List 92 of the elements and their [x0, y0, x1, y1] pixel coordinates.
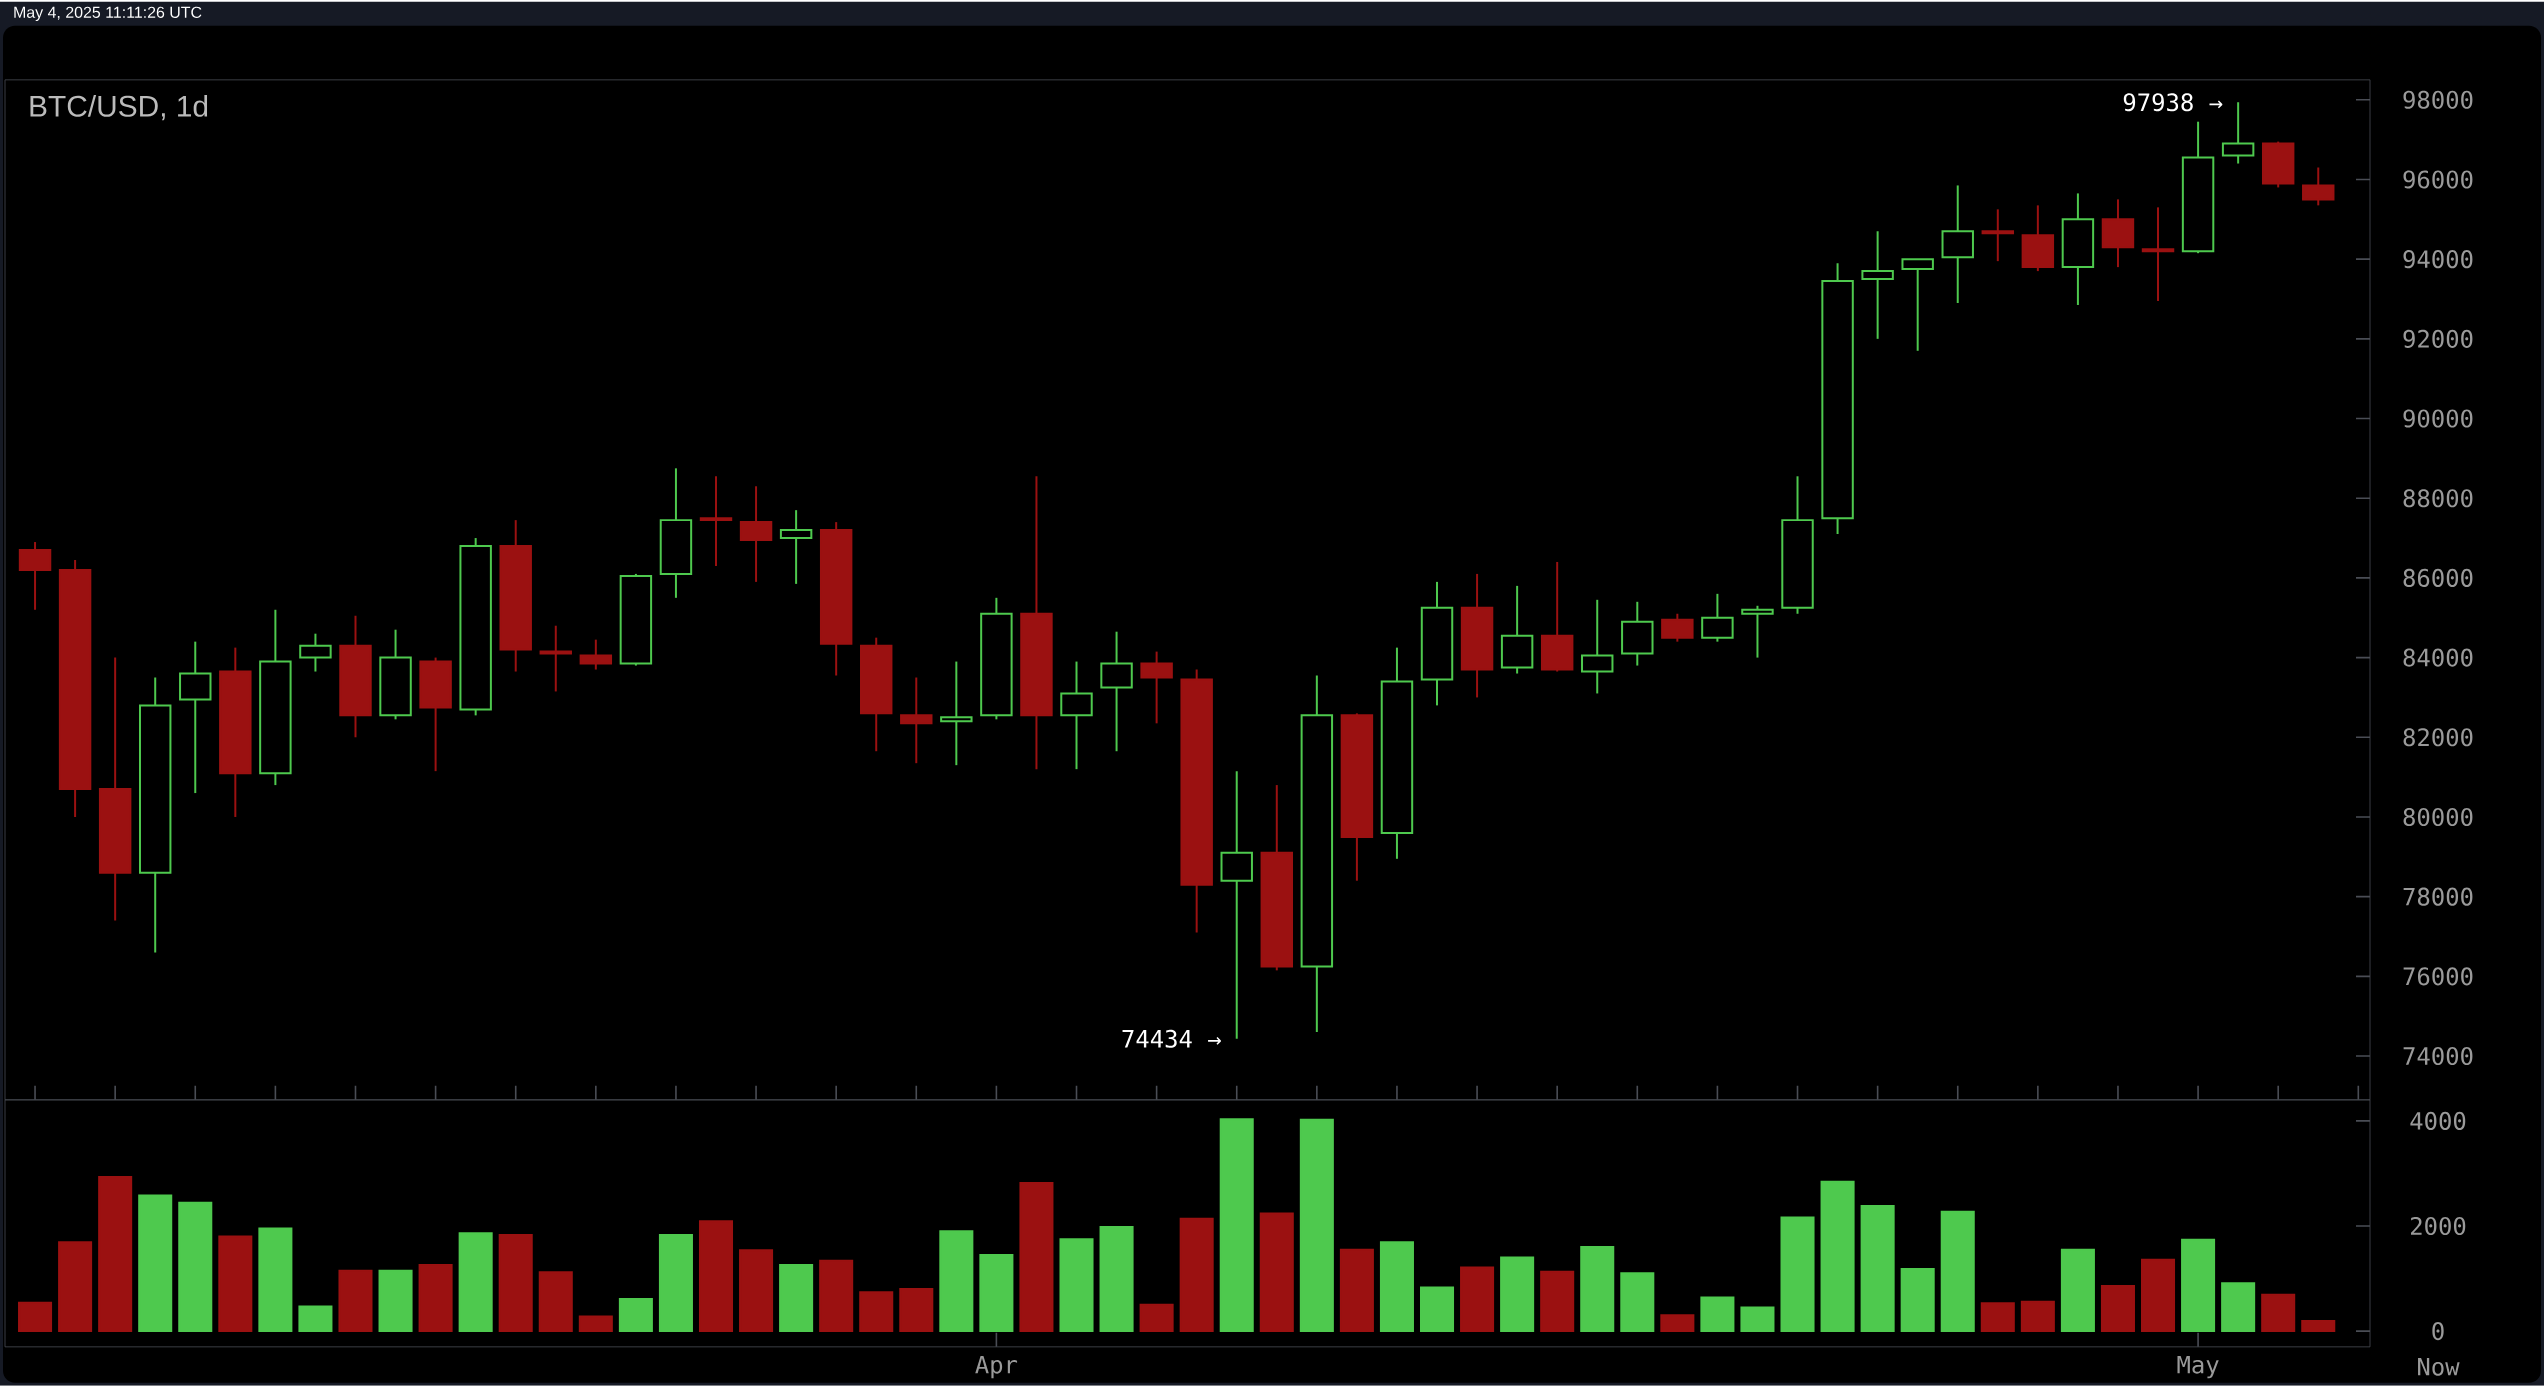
candlestick — [539, 624, 572, 693]
bar — [1740, 1306, 1775, 1333]
bar — [298, 1305, 333, 1333]
bar — [418, 1263, 453, 1333]
chart-subtitle: May 4, 2025 11:11:26 UTC — [14, 6, 202, 22]
candlestick — [2141, 206, 2175, 303]
bar — [1259, 1212, 1294, 1333]
bar — [458, 1232, 493, 1333]
bar — [739, 1249, 774, 1333]
bar — [1379, 1241, 1414, 1333]
annotation: 74434 → — [1122, 1029, 1221, 1048]
candlestick — [940, 660, 973, 767]
candlestick — [699, 475, 733, 568]
y-tick-label: 76000 — [2403, 967, 2473, 986]
candlestick — [1861, 230, 1894, 340]
bar — [1500, 1256, 1535, 1333]
bar — [218, 1235, 253, 1333]
bar — [1339, 1248, 1374, 1333]
bar — [338, 1269, 373, 1333]
bar — [2261, 1293, 2296, 1333]
bar — [1860, 1205, 1895, 1333]
bar — [939, 1230, 974, 1333]
y-tick-label: 78000 — [2403, 887, 2473, 906]
candlestick — [1981, 208, 2015, 263]
bar — [378, 1269, 413, 1333]
bar — [819, 1259, 854, 1333]
bar — [1219, 1118, 1254, 1333]
y-tick-label: 88000 — [2403, 489, 2473, 508]
y-tick-label: 4000 — [2410, 1111, 2466, 1130]
bar — [2301, 1320, 2336, 1333]
bar — [578, 1315, 613, 1333]
y-tick-label: 82000 — [2403, 728, 2473, 747]
text: Now — [2418, 1357, 2460, 1376]
bar — [258, 1227, 293, 1333]
bar — [979, 1253, 1014, 1333]
candlestick — [1901, 258, 1934, 352]
bar — [2181, 1238, 2216, 1333]
bar — [1980, 1302, 2015, 1333]
bar — [2141, 1258, 2176, 1333]
bar — [1299, 1118, 1334, 1333]
x-tick-label: Apr — [975, 1355, 1018, 1379]
bar — [1820, 1180, 1855, 1333]
bar — [1940, 1210, 1975, 1333]
bar — [899, 1288, 934, 1333]
candlestick — [900, 676, 933, 765]
candlestick — [1220, 770, 1253, 1040]
bar — [1660, 1314, 1695, 1333]
bar — [2020, 1300, 2055, 1333]
bar — [779, 1263, 814, 1333]
bar — [58, 1241, 93, 1333]
bar — [1540, 1270, 1575, 1333]
bar — [1700, 1296, 1735, 1333]
bar — [538, 1271, 573, 1333]
bar — [18, 1301, 53, 1333]
y-tick-label: 74000 — [2403, 1047, 2473, 1066]
bar — [1780, 1216, 1815, 1333]
bar — [1580, 1246, 1615, 1333]
y-tick-label: 98000 — [2403, 90, 2473, 109]
bar — [658, 1233, 693, 1333]
bar — [1620, 1272, 1655, 1333]
bar — [1179, 1217, 1214, 1333]
y-tick-label: 96000 — [2403, 170, 2473, 189]
bar — [178, 1201, 213, 1333]
bar — [1059, 1238, 1094, 1333]
bar — [2060, 1248, 2095, 1333]
bar — [1019, 1181, 1054, 1333]
bar — [618, 1298, 653, 1333]
bar — [1460, 1266, 1495, 1333]
y-tick-label: 84000 — [2403, 648, 2473, 667]
annotation: 97938 → — [2123, 93, 2223, 112]
bar — [98, 1176, 133, 1333]
candlestick — [779, 509, 813, 585]
bar — [1099, 1226, 1134, 1333]
bar — [698, 1220, 734, 1333]
y-tick-label: 92000 — [2403, 329, 2473, 348]
y-tick-label: 0 — [2432, 1322, 2444, 1341]
bar — [2221, 1282, 2256, 1333]
bar — [1419, 1286, 1455, 1333]
y-tick-label: 90000 — [2403, 409, 2473, 428]
bar — [1139, 1303, 1174, 1333]
bar — [859, 1291, 894, 1333]
bar — [1900, 1268, 1935, 1333]
x-tick-label: May — [2177, 1355, 2219, 1379]
y-tick-label: 86000 — [2403, 568, 2473, 588]
y-tick-label: 94000 — [2403, 250, 2473, 269]
y-tick-label: 2000 — [2410, 1217, 2466, 1236]
bar — [2100, 1284, 2135, 1333]
candlestick — [1741, 604, 1774, 659]
chart-title: BTC/USD, 1d — [30, 94, 208, 121]
bar — [138, 1194, 173, 1333]
y-tick-label: 80000 — [2403, 807, 2473, 827]
bar — [498, 1233, 533, 1333]
